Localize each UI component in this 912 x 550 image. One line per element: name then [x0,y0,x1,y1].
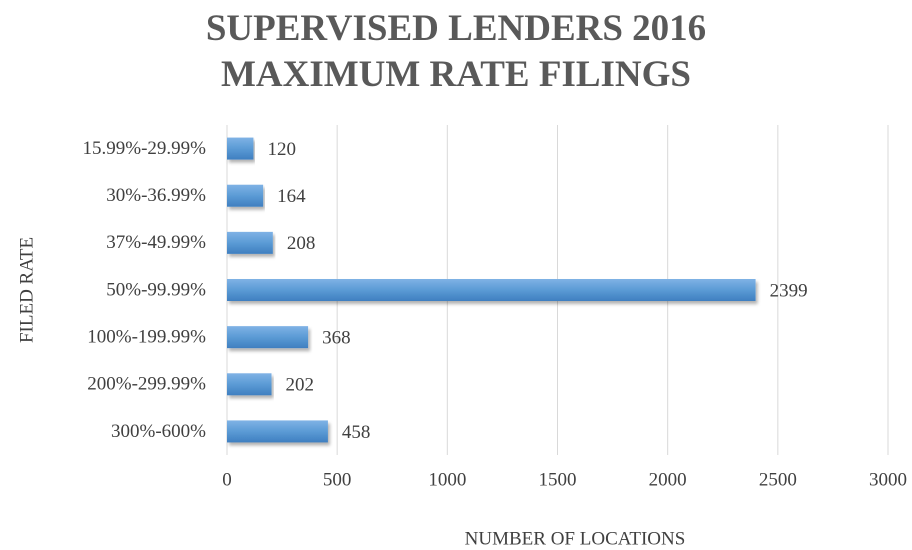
x-tick-label: 2000 [649,469,687,490]
bar [227,373,272,396]
x-tick-label: 3000 [869,469,907,490]
bar [227,137,254,160]
bar [227,231,273,254]
value-label: 120 [267,139,296,160]
value-label: 2399 [770,280,808,301]
x-tick-label: 500 [323,469,352,490]
bar [227,420,328,443]
x-tick-label: 2500 [759,469,797,490]
y-tick-label: 200%-299.99% [87,374,206,395]
x-tick-label: 1000 [428,469,466,490]
value-label: 164 [277,186,306,207]
y-tick-label: 300%-600% [111,421,206,442]
y-tick-label: 37%-49.99% [106,232,206,253]
x-tick-label: 1500 [539,469,577,490]
y-tick-label: 100%-199.99% [87,327,206,348]
x-axis-title: NUMBER OF LOCATIONS [465,528,686,549]
bar [227,326,309,349]
value-label: 208 [287,233,316,254]
x-tick-label: 0 [222,469,232,490]
y-tick-label: 50%-99.99% [106,279,206,300]
chart-title: SUPERVISED LENDERS 2016 MAXIMUM RATE FIL… [205,8,707,95]
value-label: 202 [286,375,315,396]
y-tick-label: 15.99%-29.99% [83,138,207,159]
bar [227,184,264,207]
value-label: 368 [322,328,351,349]
value-label: 458 [342,422,371,443]
y-tick-label: 30%-36.99% [106,185,206,206]
bar [227,279,756,301]
y-axis-title: FILED RATE [16,237,37,343]
